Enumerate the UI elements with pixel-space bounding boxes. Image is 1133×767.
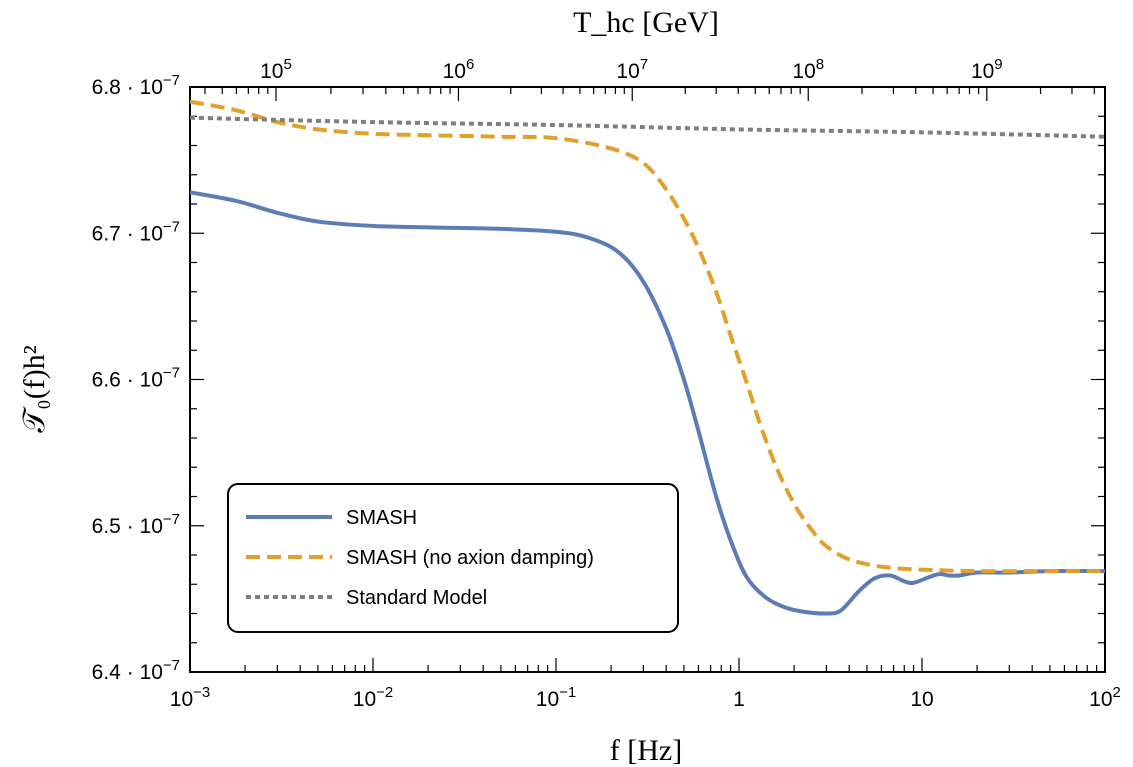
x-tick-label: 1 [733, 688, 745, 711]
legend-label-standard-model: Standard Model [346, 587, 487, 609]
series-smash-line [189, 190, 1106, 616]
x-axis: 10−3 10−2 10−1 1 10 102 [170, 658, 1121, 711]
y-tick-label: 6.5 · 10−7 [92, 511, 180, 538]
y-axis-label: 𝒯₀(f)h² [18, 345, 51, 432]
y-tick-label: 6.7 · 10−7 [92, 218, 180, 245]
x-tick-label: 10 [910, 688, 933, 711]
y-tick-label: 6.8 · 10−7 [92, 72, 180, 99]
x-axis-title: f [Hz] [610, 734, 682, 767]
top-x-tick-label: 109 [971, 56, 1003, 83]
top-x-axis-label: T_hc [GeV] [573, 6, 719, 39]
legend: SMASH SMASH (no axion damping) Standard … [227, 483, 679, 633]
top-x-tick-label: 108 [792, 56, 824, 83]
y-axis: 6.4 · 10−7 6.5 · 10−7 6.6 · 10−7 6.7 · 10−7… [92, 72, 1105, 684]
top-x-axis: 105 106 107 108 109 [204, 56, 1095, 101]
x-tick-label: 10−2 [353, 684, 393, 711]
x-tick-label: 102 [1089, 684, 1121, 711]
top-x-tick-label: 107 [616, 56, 648, 83]
top-x-tick-label: 106 [443, 56, 475, 83]
legend-label-smash-no-damping: SMASH (no axion damping) [346, 547, 594, 569]
series-smash-no-damping-line [189, 99, 1105, 574]
legend-label-smash: SMASH [346, 507, 417, 529]
legend-box [227, 483, 679, 633]
top-x-tick-label: 105 [260, 56, 292, 83]
x-axis-label: f [Hz] [610, 734, 682, 767]
y-axis-title: 𝒯₀(f)h² [18, 345, 51, 432]
series-layer [189, 99, 1106, 616]
y-tick-label: 6.4 · 10−7 [92, 657, 180, 684]
top-x-axis-title: T_hc [GeV] [573, 6, 719, 39]
y-tick-label: 6.6 · 10−7 [92, 365, 180, 392]
x-tick-label: 10−3 [170, 684, 210, 711]
x-tick-label: 10−1 [536, 684, 576, 711]
series-standard-model-line [189, 115, 1106, 139]
